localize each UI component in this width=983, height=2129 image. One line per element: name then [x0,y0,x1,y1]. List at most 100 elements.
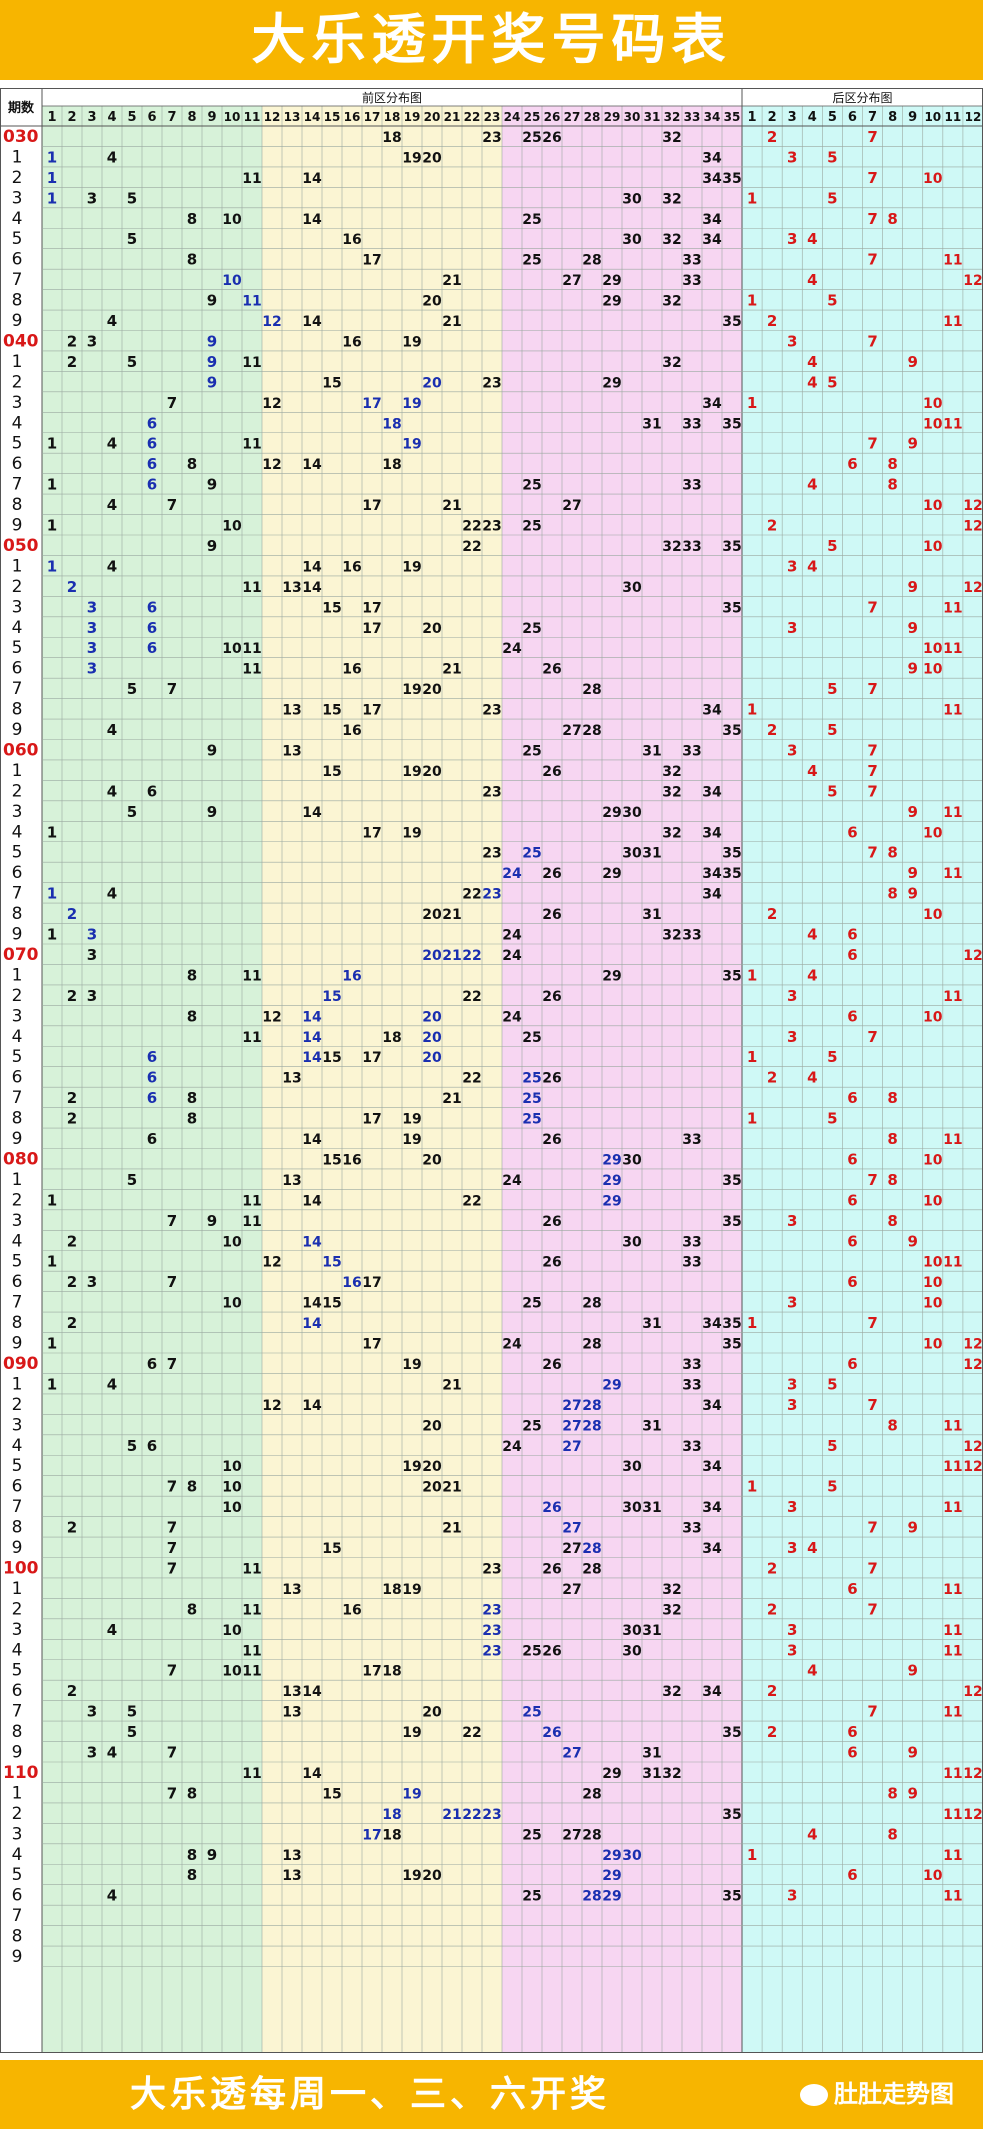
back-ball: 12 [963,498,982,514]
period-label: 5 [12,1252,23,1272]
front-ball: 2 [67,578,77,596]
front-ball: 6 [147,476,157,494]
period-label: 9 [12,516,23,536]
front-ball: 1 [47,517,57,535]
back-ball: 9 [907,1784,917,1802]
front-ball: 7 [167,1784,177,1802]
front-ball: 9 [207,332,217,350]
back-ball: 11 [943,805,962,821]
front-ball: 32 [662,539,681,555]
period-label: 2 [12,781,23,801]
back-ball: 4 [807,966,817,984]
front-ball: 28 [582,1398,601,1414]
front-number-header: 27 [564,110,581,124]
front-ball: 28 [582,1889,601,1905]
front-ball: 22 [462,887,481,903]
front-ball: 9 [207,1846,217,1864]
front-ball: 8 [187,1478,197,1496]
front-ball: 17 [362,1112,381,1128]
back-ball: 12 [963,273,982,289]
back-ball: 11 [943,1459,962,1475]
back-ball: 1 [747,189,757,207]
front-ball: 29 [602,1868,621,1884]
front-ball: 11 [242,294,261,310]
back-ball: 7 [867,128,877,146]
front-ball: 20 [422,948,442,964]
front-ball: 34 [702,825,722,841]
back-ball: 1 [747,1846,757,1864]
back-ball: 9 [907,1662,917,1680]
back-ball: 10 [923,416,943,432]
back-ball: 9 [907,660,917,678]
period-label: 3 [12,188,23,208]
back-ball: 5 [827,1478,837,1496]
front-ball: 35 [722,1214,741,1230]
front-ball: 7 [167,1744,177,1762]
front-ball: 10 [222,1500,242,1516]
back-ball: 6 [847,823,857,841]
front-ball: 21 [442,907,461,923]
period-label: 6 [12,1477,23,1497]
front-ball: 32 [662,1602,681,1618]
front-ball: 21 [442,314,461,330]
period-label: 3 [12,1415,23,1435]
front-ball: 32 [662,232,681,248]
front-ball: 23 [482,784,501,800]
front-ball: 1 [47,1191,57,1209]
front-ball: 33 [682,1255,701,1271]
back-ball: 11 [943,1418,962,1434]
front-ball: 34 [702,150,722,166]
front-ball: 18 [382,457,401,473]
front-ball: 29 [602,866,621,882]
front-ball: 35 [722,1807,741,1823]
front-ball: 33 [682,1234,701,1250]
front-ball: 29 [602,1173,621,1189]
front-ball: 34 [702,1398,722,1414]
front-ball: 1 [47,476,57,494]
back-ball: 3 [787,1539,797,1557]
back-ball: 4 [807,271,817,289]
back-ball: 6 [847,1232,857,1250]
front-ball: 26 [542,1132,561,1148]
front-ball: 28 [582,1541,601,1557]
back-ball: 5 [827,1375,837,1393]
back-ball: 7 [867,1519,877,1537]
front-ball: 3 [87,946,97,964]
period-label: 7 [12,1497,23,1517]
front-ball: 8 [187,1110,197,1128]
front-ball: 25 [522,519,541,535]
front-ball: 4 [107,435,117,453]
back-ball: 12 [963,1807,982,1823]
back-ball: 5 [827,782,837,800]
front-ball: 11 [242,1214,261,1230]
back-ball: 6 [847,1744,857,1762]
front-ball: 3 [87,1273,97,1291]
back-ball: 2 [767,1723,777,1741]
front-ball: 8 [187,251,197,269]
period-label: 9 [12,1743,23,1763]
front-ball: 12 [262,314,281,330]
front-ball: 5 [127,1437,137,1455]
period-label: 040 [3,331,39,351]
period-label: 9 [12,720,23,740]
front-ball: 7 [167,1662,177,1680]
front-number-header: 24 [504,110,521,124]
front-ball: 31 [642,846,661,862]
period-label: 3 [12,1824,23,1844]
back-ball: 7 [867,1559,877,1577]
front-ball: 15 [322,1296,341,1312]
period-label: 9 [12,1334,23,1354]
front-ball: 24 [502,1173,522,1189]
back-ball: 5 [827,189,837,207]
front-ball: 28 [582,682,601,698]
back-ball: 11 [943,989,962,1005]
back-ball: 1 [747,701,757,719]
back-ball: 5 [827,292,837,310]
period-label: 2 [12,168,23,188]
front-number-header: 32 [664,110,681,124]
front-ball: 11 [242,437,261,453]
front-ball: 25 [522,621,541,637]
front-ball: 27 [562,723,581,739]
front-ball: 13 [282,1684,301,1700]
back-ball: 5 [827,373,837,391]
